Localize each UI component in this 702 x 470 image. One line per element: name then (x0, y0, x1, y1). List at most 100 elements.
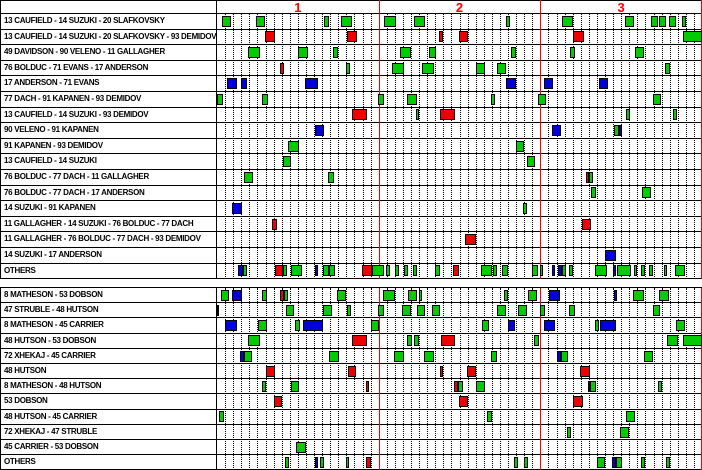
shift-block (296, 441, 306, 453)
shift-block (305, 78, 319, 90)
shift-block (440, 109, 456, 121)
shift-block (625, 15, 635, 27)
shift-block (285, 305, 294, 317)
shift-block (641, 265, 645, 277)
shift-lane (217, 201, 702, 217)
shift-block (506, 15, 511, 27)
shift-block (558, 265, 563, 277)
table-gap (0, 279, 702, 288)
shift-block (599, 78, 609, 90)
table-row: 91 KAPANEN - 93 DEMIDOV (0, 138, 702, 155)
shift-block (225, 320, 238, 332)
shift-block (255, 15, 265, 27)
shift-block (406, 335, 412, 347)
shift-lane (217, 108, 702, 124)
shift-block (415, 109, 420, 121)
shift-lane (217, 334, 702, 349)
shift-block (540, 265, 543, 277)
shift-block (416, 305, 425, 317)
shift-block (620, 426, 630, 438)
row-label: 77 DACH - 91 KAPANEN - 93 DEMIDOV (0, 91, 217, 108)
shift-block (453, 381, 458, 393)
shift-block (496, 305, 507, 317)
shift-block (590, 381, 597, 393)
shift-block (406, 93, 417, 105)
shift-block (347, 31, 357, 43)
table-row: 8 MATHESON - 48 HUTSON (0, 379, 702, 395)
row-label: 8 MATHESON - 53 DOBSON (0, 288, 217, 304)
table-row: 14 SUZUKI - 17 ANDERSON (0, 247, 702, 264)
shift-block (532, 265, 538, 277)
shift-block (491, 350, 498, 362)
shift-block (247, 46, 260, 58)
period-label: 3 (617, 0, 625, 15)
shift-block (482, 320, 489, 332)
shift-block (649, 265, 653, 277)
shift-block (275, 265, 284, 277)
shift-block (337, 289, 347, 301)
shift-block (651, 15, 658, 27)
shift-lane (217, 440, 702, 456)
shift-block (466, 365, 477, 377)
shift-block (382, 289, 395, 301)
shift-lane (217, 364, 702, 380)
shift-block (664, 62, 670, 74)
shift-block (361, 265, 373, 277)
shift-block (262, 289, 268, 301)
shift-block (659, 15, 667, 27)
shift-lane (217, 410, 702, 425)
row-label: 76 BOLDUC - 77 DACH - 11 GALLAGHER (0, 169, 217, 186)
shift-block (347, 305, 352, 317)
table-row: 72 XHEKAJ - 45 CARRIER (0, 348, 702, 365)
shift-block (332, 46, 339, 58)
shift-block (372, 265, 384, 277)
shift-block (668, 15, 677, 27)
shift-lane (217, 288, 702, 304)
shift-lane (217, 425, 702, 440)
shift-block (481, 265, 492, 277)
shift-block (221, 289, 230, 301)
shift-block (457, 381, 463, 393)
shift-block (414, 335, 420, 347)
shift-block (524, 456, 529, 468)
table-row: 48 HUTSON (0, 364, 702, 380)
shift-block (502, 265, 508, 277)
row-label: 48 HUTSON - 45 CARRIER (0, 409, 217, 425)
shift-block (347, 365, 357, 377)
shift-block (394, 265, 399, 277)
shift-block (351, 335, 367, 347)
period-header: 1 2 3 (0, 0, 702, 14)
row-label: 13 CAUFIELD - 14 SUZUKI - 20 SLAFKOVSKY … (0, 29, 217, 46)
shift-lane (217, 349, 702, 365)
shift-block (327, 171, 335, 183)
shift-lane (217, 139, 702, 155)
table-row: 47 STRUBLE - 48 HUTSON (0, 303, 702, 319)
shift-block (618, 124, 622, 136)
table-row: 13 CAUFIELD - 14 SUZUKI - 20 SLAFKOVSKY … (0, 29, 702, 46)
shift-lane (217, 379, 702, 395)
shift-block (674, 265, 686, 277)
row-label: OTHERS (0, 263, 217, 280)
shift-block (652, 93, 661, 105)
shift-block (262, 93, 268, 105)
row-label: 14 SUZUKI - 17 ANDERSON (0, 247, 217, 264)
row-label: 13 CAUFIELD - 14 SUZUKI - 93 DEMIDOV (0, 107, 217, 124)
shift-block (652, 305, 660, 317)
row-label: 17 ANDERSON - 71 EVANS (0, 76, 217, 92)
row-label: 49 DAVIDSON - 90 VELENO - 11 GALLAGHER (0, 45, 217, 61)
shift-lane (217, 394, 702, 410)
row-label: 8 MATHESON - 48 HUTSON (0, 379, 217, 395)
table-row: 8 MATHESON - 53 DOBSON (0, 288, 702, 304)
period-label: 2 (455, 0, 464, 15)
shift-block (243, 171, 254, 183)
shift-lane (217, 123, 702, 139)
top-table: 13 CAUFIELD - 14 SUZUKI - 20 SLAFKOVSKY 1… (0, 14, 702, 280)
shift-block (440, 365, 444, 377)
table-row: 72 XHEKAJ - 47 STRUBLE (0, 424, 702, 440)
shift-block (314, 265, 319, 277)
shift-block (528, 289, 538, 301)
shift-block (579, 365, 591, 377)
shift-block (572, 31, 584, 43)
shift-lane (217, 264, 702, 280)
